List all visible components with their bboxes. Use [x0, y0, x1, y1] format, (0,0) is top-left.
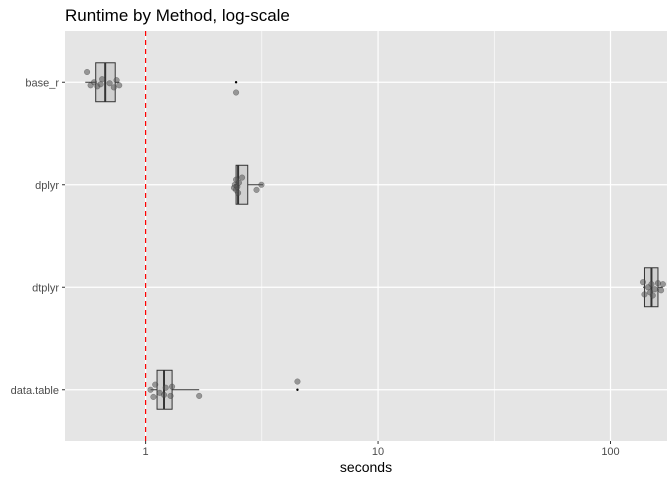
grid-lines — [65, 31, 667, 441]
data-point — [152, 381, 159, 388]
data-point — [239, 174, 246, 181]
y-tick-label: dplyr — [35, 180, 59, 192]
data-point — [196, 392, 203, 399]
data-point — [147, 386, 154, 393]
data-point — [648, 281, 655, 288]
y-tick-label: dtplyr — [32, 282, 59, 294]
data-point — [659, 281, 666, 288]
data-point — [658, 287, 665, 294]
data-point — [294, 378, 301, 385]
data-point — [235, 189, 242, 196]
data-point — [162, 384, 169, 391]
data-point — [99, 76, 106, 83]
y-tick-label: data.table — [11, 385, 59, 397]
x-tick-label: 10 — [372, 446, 384, 458]
data-point — [258, 181, 265, 188]
data-point — [253, 186, 260, 193]
plot-panel — [65, 31, 667, 441]
data-point — [167, 392, 174, 399]
x-axis: 1 10 100 — [143, 441, 620, 458]
data-point — [106, 80, 113, 87]
points-group — [84, 68, 666, 400]
x-tick-label: 100 — [601, 446, 619, 458]
data-point — [649, 292, 656, 299]
data-point — [654, 280, 662, 287]
data-point — [150, 393, 157, 400]
data-point — [651, 286, 658, 293]
box-outlier — [234, 81, 238, 84]
data-point — [110, 84, 117, 91]
y-tick-label: base_r — [25, 77, 59, 89]
data-point — [116, 82, 123, 89]
x-tick-label: 1 — [143, 446, 149, 458]
data-point — [169, 383, 176, 390]
box-outlier — [296, 388, 299, 391]
data-point — [113, 77, 120, 84]
data-point — [641, 291, 648, 298]
data-point — [84, 68, 91, 76]
chart-title: Runtime by Method, log-scale — [65, 6, 290, 25]
data-point — [639, 279, 647, 286]
data-point — [233, 89, 240, 96]
data-point — [97, 81, 104, 88]
data-point — [90, 79, 98, 86]
data-point — [235, 179, 242, 186]
data-point — [160, 391, 168, 398]
x-axis-title: seconds — [340, 459, 392, 475]
